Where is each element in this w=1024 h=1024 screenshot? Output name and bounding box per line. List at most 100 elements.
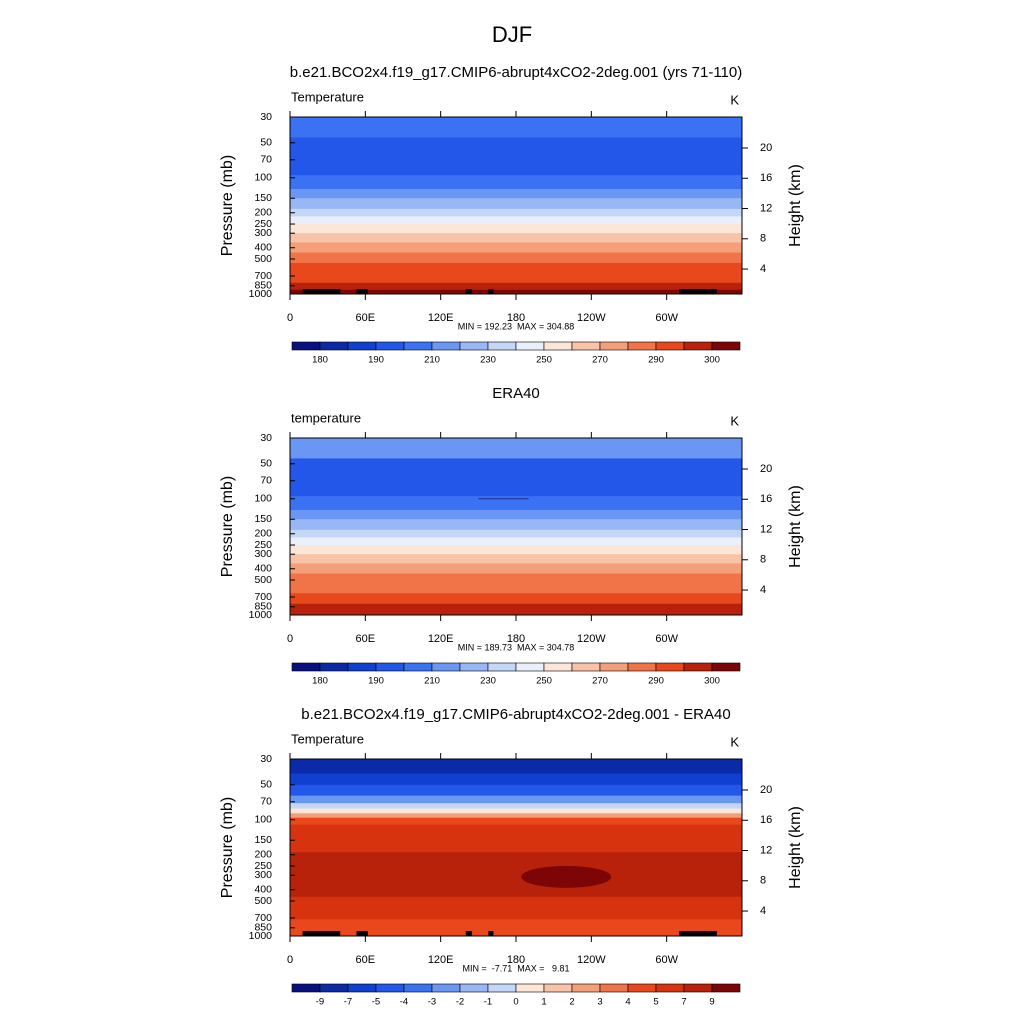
terrain bbox=[679, 289, 717, 294]
colorbar-label: 230 bbox=[480, 355, 496, 366]
contour-band bbox=[290, 496, 742, 511]
colorbar-label: 4 bbox=[625, 997, 630, 1008]
y2-axis-label: Height (km) bbox=[787, 485, 804, 568]
colorbar-label: 2 bbox=[569, 997, 574, 1008]
colorbar-box bbox=[515, 341, 545, 351]
contour-band bbox=[290, 919, 742, 937]
y2-tick-label: 12 bbox=[760, 523, 772, 535]
x-tick-label: 120W bbox=[577, 954, 606, 966]
y2-tick-label: 4 bbox=[760, 905, 766, 917]
colorbar-box bbox=[711, 983, 741, 993]
x-tick-label: 180 bbox=[507, 633, 525, 645]
contour-band bbox=[290, 189, 742, 199]
colorbar-label: 300 bbox=[704, 355, 720, 366]
contour-band bbox=[290, 233, 742, 243]
colorbar-label: 9 bbox=[709, 997, 714, 1008]
colorbar-label: -7 bbox=[344, 997, 352, 1008]
colorbar-box bbox=[627, 983, 657, 993]
contour-band bbox=[290, 545, 742, 555]
contour-band bbox=[521, 865, 612, 888]
colorbar-label: -1 bbox=[484, 997, 492, 1008]
colorbar-box bbox=[571, 662, 601, 672]
contour-band bbox=[290, 573, 742, 585]
contour-band bbox=[290, 519, 742, 531]
contour-band bbox=[290, 852, 742, 898]
y-axis-label: Pressure (mb) bbox=[219, 476, 236, 577]
x-tick-label: 60W bbox=[655, 312, 678, 324]
x-tick-label: 0 bbox=[287, 312, 293, 324]
y-tick-label: 100 bbox=[254, 172, 272, 184]
terrain bbox=[465, 289, 473, 294]
colorbar-label: 7 bbox=[681, 997, 686, 1008]
colorbar-box bbox=[375, 341, 405, 351]
colorbar-box bbox=[375, 662, 405, 672]
colorbar-label: 230 bbox=[480, 676, 496, 687]
y-tick-label: 250 bbox=[254, 539, 272, 551]
colorbar-box bbox=[487, 662, 517, 672]
colorbar-box bbox=[683, 341, 713, 351]
colorbar-box bbox=[711, 662, 741, 672]
y2-tick-label: 4 bbox=[760, 584, 766, 596]
y-tick-label: 200 bbox=[254, 207, 272, 219]
y-tick-label: 850 bbox=[254, 922, 272, 934]
colorbar-box bbox=[347, 662, 377, 672]
y-tick-label: 70 bbox=[260, 796, 272, 808]
y-tick-label: 500 bbox=[254, 253, 272, 265]
contour-band bbox=[290, 117, 742, 138]
colorbar-box bbox=[655, 662, 685, 672]
contour-band bbox=[290, 603, 742, 612]
stats: MIN = 192.23 MAX = 304.88 bbox=[458, 321, 575, 331]
colorbar-box bbox=[375, 983, 405, 993]
contour-band bbox=[290, 252, 742, 264]
terrain bbox=[679, 931, 717, 936]
contour-band bbox=[290, 137, 742, 176]
colorbar-label: 300 bbox=[704, 676, 720, 687]
y2-tick-label: 4 bbox=[760, 263, 766, 275]
contour-band bbox=[290, 896, 742, 920]
terrain bbox=[488, 289, 494, 294]
x-tick-label: 60E bbox=[356, 312, 376, 324]
terrain bbox=[488, 931, 494, 936]
contour-band bbox=[290, 759, 742, 775]
y-tick-label: 150 bbox=[254, 192, 272, 204]
colorbar-label: 270 bbox=[592, 676, 608, 687]
colorbar-label: -9 bbox=[316, 997, 324, 1008]
colorbar-box bbox=[711, 341, 741, 351]
contour-band bbox=[290, 224, 742, 234]
stats: MIN = -7.71 MAX = 9.81 bbox=[462, 963, 569, 973]
colorbar-box bbox=[655, 341, 685, 351]
x-tick-label: 180 bbox=[507, 954, 525, 966]
colorbar-label: 0 bbox=[513, 997, 518, 1008]
colorbar-box bbox=[459, 983, 489, 993]
contour-band bbox=[290, 262, 742, 273]
colorbar-label: 210 bbox=[424, 676, 440, 687]
right-string: K bbox=[730, 413, 739, 428]
y2-tick-label: 8 bbox=[760, 554, 766, 566]
colorbar-label: 290 bbox=[648, 355, 664, 366]
contour-band bbox=[290, 583, 742, 594]
colorbar-box bbox=[599, 341, 629, 351]
y2-tick-label: 12 bbox=[760, 844, 772, 856]
y-tick-label: 850 bbox=[254, 601, 272, 613]
x-tick-label: 60W bbox=[655, 954, 678, 966]
colorbar-box bbox=[543, 983, 573, 993]
colorbar-box bbox=[291, 341, 321, 351]
colorbar-label: 3 bbox=[597, 997, 602, 1008]
y2-tick-label: 8 bbox=[760, 875, 766, 887]
y2-tick-label: 16 bbox=[760, 172, 772, 184]
contour-band bbox=[290, 510, 742, 520]
colorbar-label: 250 bbox=[536, 676, 552, 687]
y-tick-label: 400 bbox=[254, 242, 272, 254]
colorbar-label: 250 bbox=[536, 355, 552, 366]
y2-axis-label: Height (km) bbox=[787, 806, 804, 889]
contour-band bbox=[290, 563, 742, 575]
contour-band bbox=[290, 208, 742, 217]
panel-title: b.e21.BCO2x4.f19_g17.CMIP6-abrupt4xCO2-2… bbox=[290, 64, 742, 81]
colorbar-box bbox=[627, 662, 657, 672]
contour-band bbox=[290, 458, 742, 497]
y2-tick-label: 20 bbox=[760, 784, 772, 796]
colorbar-box bbox=[319, 341, 349, 351]
y-tick-label: 500 bbox=[254, 574, 272, 586]
colorbar-box bbox=[543, 341, 573, 351]
contour-band bbox=[290, 282, 742, 291]
